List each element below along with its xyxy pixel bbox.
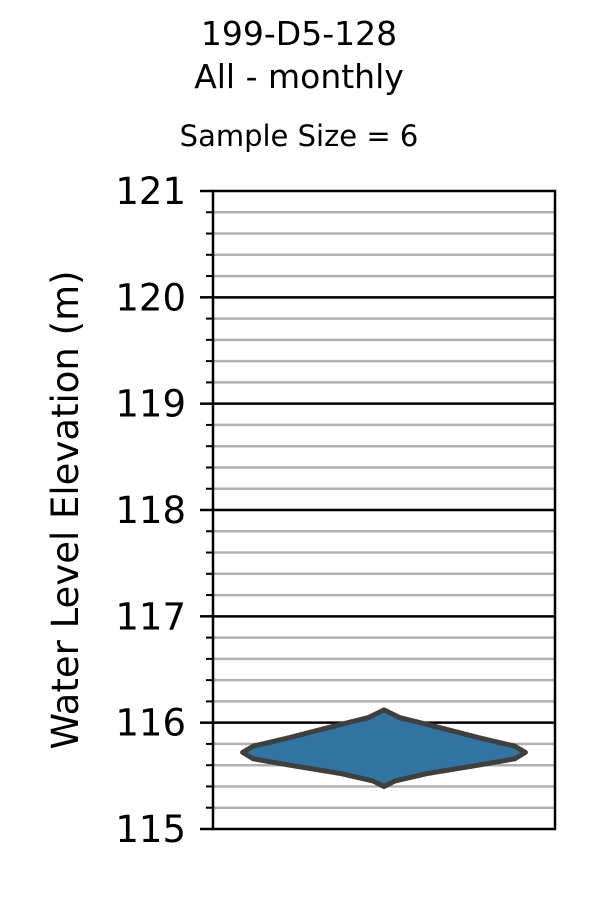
y-tick-label: 118 — [115, 489, 186, 532]
sample-size-annotation: Sample Size = 6 — [180, 119, 419, 153]
y-tick-label: 115 — [115, 808, 186, 851]
y-axis-ticks — [200, 189, 213, 831]
violin-group — [240, 707, 528, 789]
y-tick-label: 119 — [115, 383, 186, 426]
plot-frame — [211, 189, 557, 831]
minor-gridlines — [213, 211, 555, 809]
y-axis-label: Water Level Elevation (m) — [44, 270, 87, 749]
y-tick-label: 120 — [115, 276, 186, 319]
y-tick-label: 117 — [115, 595, 186, 638]
chart-subtitle: All - monthly — [194, 57, 404, 96]
y-tick-label: 116 — [115, 702, 186, 745]
y-axis-tick-labels: 115 116 117 118 119 120 121 — [115, 170, 186, 851]
chart-title: 199-D5-128 — [201, 14, 397, 53]
y-tick-label: 121 — [115, 170, 186, 213]
violin-body — [240, 707, 528, 789]
